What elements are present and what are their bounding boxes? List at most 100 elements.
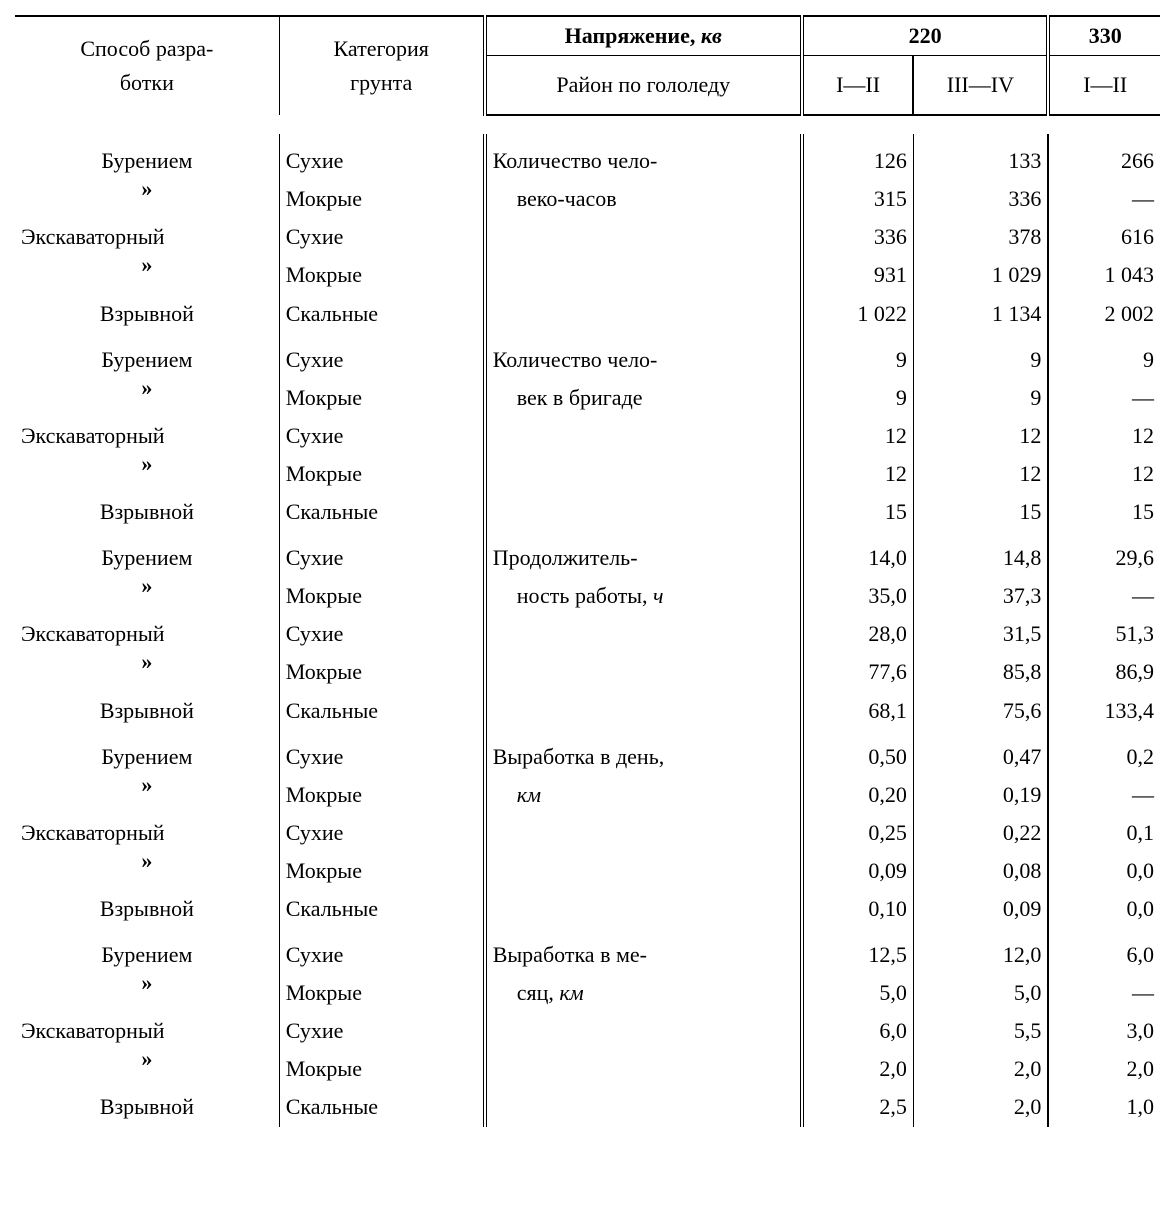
table-row: » Мокрые век в бригаде 9 9 —	[15, 379, 1160, 417]
cell-value: 0,50	[802, 730, 914, 776]
cell-soil: Сухие	[279, 134, 485, 180]
ditto-mark: »	[21, 579, 273, 592]
header-method-text: Способ разра-ботки	[80, 36, 213, 95]
cell-soil: Сухие	[279, 1012, 485, 1050]
soil-text: Сухие	[286, 224, 344, 249]
cell-value: 0,22	[913, 814, 1048, 852]
ditto-mark: »	[21, 655, 273, 668]
cell-metric	[485, 493, 802, 531]
cell-method: Бурением	[15, 928, 279, 974]
cell-metric: км	[485, 776, 802, 814]
ditto-mark: »	[21, 1052, 273, 1065]
cell-value: 12	[1048, 417, 1160, 455]
soil-text: Мокрые	[286, 659, 362, 684]
cell-value: 0,0	[1048, 852, 1160, 890]
header-region-label: Район по гололеду	[485, 56, 802, 116]
cell-method: »	[15, 852, 279, 890]
cell-metric: Продолжитель-	[485, 531, 802, 577]
header-voltage-label: Напряжение, кв	[485, 16, 802, 56]
cell-soil: Сухие	[279, 333, 485, 379]
soil-text: Мокрые	[286, 262, 362, 287]
soil-text: Сухие	[286, 347, 344, 372]
soil-text: Сухие	[286, 820, 344, 845]
ditto-mark: »	[21, 457, 273, 470]
cell-value: 12	[1048, 455, 1160, 493]
cell-value: 1 029	[913, 256, 1048, 294]
cell-method: Бурением	[15, 531, 279, 577]
method-text: Экскаваторный	[21, 1018, 165, 1043]
cell-value: 15	[913, 493, 1048, 531]
cell-value: 1 134	[913, 295, 1048, 333]
cell-value: 14,8	[913, 531, 1048, 577]
soil-text: Скальные	[286, 1094, 378, 1119]
cell-method: Бурением	[15, 134, 279, 180]
cell-value: 77,6	[802, 653, 914, 691]
cell-value: 35,0	[802, 577, 914, 615]
cell-method: Взрывной	[15, 1088, 279, 1126]
cell-value: 1,0	[1048, 1088, 1160, 1126]
cell-method: Экскаваторный	[15, 218, 279, 256]
soil-text: Сухие	[286, 744, 344, 769]
metric-text: Продолжитель-	[493, 545, 638, 570]
cell-value: —	[1048, 180, 1160, 218]
cell-value: 12	[913, 455, 1048, 493]
header-soil: Категориягрунта	[279, 16, 485, 115]
metric-text: Выработка в день,	[493, 744, 665, 769]
cell-metric	[485, 692, 802, 730]
cell-value: 12,5	[802, 928, 914, 974]
soil-text: Сухие	[286, 621, 344, 646]
cell-method: »	[15, 776, 279, 814]
cell-metric	[485, 653, 802, 691]
table-row: » Мокрые 931 1 029 1 043	[15, 256, 1160, 294]
header-region-1: I—II	[802, 56, 914, 116]
method-text: Экскаваторный	[21, 224, 165, 249]
header-voltage-330: 330	[1048, 16, 1160, 56]
cell-metric: Количество чело-	[485, 333, 802, 379]
cell-value: 2,0	[1048, 1050, 1160, 1088]
method-text: Взрывной	[100, 698, 194, 723]
cell-value: 5,0	[913, 974, 1048, 1012]
table-row: » Мокрые веко-часов 315 336 —	[15, 180, 1160, 218]
cell-value: 9	[913, 333, 1048, 379]
metric-text: ность работы, ч	[493, 583, 664, 608]
cell-value: 378	[913, 218, 1048, 256]
cell-method: Экскаваторный	[15, 417, 279, 455]
table-row: » Мокрые км 0,20 0,19 —	[15, 776, 1160, 814]
table-row: » Мокрые 2,0 2,0 2,0	[15, 1050, 1160, 1088]
cell-value: 0,10	[802, 890, 914, 928]
soil-text: Мокрые	[286, 583, 362, 608]
cell-value: 5,0	[802, 974, 914, 1012]
cell-value: 0,08	[913, 852, 1048, 890]
cell-soil: Мокрые	[279, 455, 485, 493]
table-row: Бурением Сухие Количество чело- 126 133 …	[15, 134, 1160, 180]
cell-value: 85,8	[913, 653, 1048, 691]
cell-soil: Скальные	[279, 692, 485, 730]
cell-value: 37,3	[913, 577, 1048, 615]
cell-method: »	[15, 974, 279, 1012]
table-row: Экскаваторный Сухие 6,0 5,5 3,0	[15, 1012, 1160, 1050]
cell-method: Взрывной	[15, 493, 279, 531]
method-text: Бурением	[101, 545, 192, 570]
cell-method: »	[15, 379, 279, 417]
cell-value: 28,0	[802, 615, 914, 653]
cell-value: 266	[1048, 134, 1160, 180]
table-row: Взрывной Скальные 0,10 0,09 0,0	[15, 890, 1160, 928]
cell-soil: Сухие	[279, 730, 485, 776]
cell-metric	[485, 295, 802, 333]
cell-value: 336	[913, 180, 1048, 218]
soil-text: Скальные	[286, 698, 378, 723]
ditto-mark: »	[21, 182, 273, 195]
soil-text: Мокрые	[286, 980, 362, 1005]
cell-soil: Скальные	[279, 295, 485, 333]
cell-soil: Скальные	[279, 493, 485, 531]
table-row: » Мокрые 77,6 85,8 86,9	[15, 653, 1160, 691]
table-row: Экскаваторный Сухие 0,25 0,22 0,1	[15, 814, 1160, 852]
cell-value: —	[1048, 776, 1160, 814]
cell-value: 0,09	[913, 890, 1048, 928]
cell-metric	[485, 455, 802, 493]
method-text: Экскаваторный	[21, 621, 165, 646]
cell-value: 2,0	[913, 1088, 1048, 1126]
cell-value: 12,0	[913, 928, 1048, 974]
cell-metric: Выработка в ме-	[485, 928, 802, 974]
table-row: Взрывной Скальные 2,5 2,0 1,0	[15, 1088, 1160, 1126]
